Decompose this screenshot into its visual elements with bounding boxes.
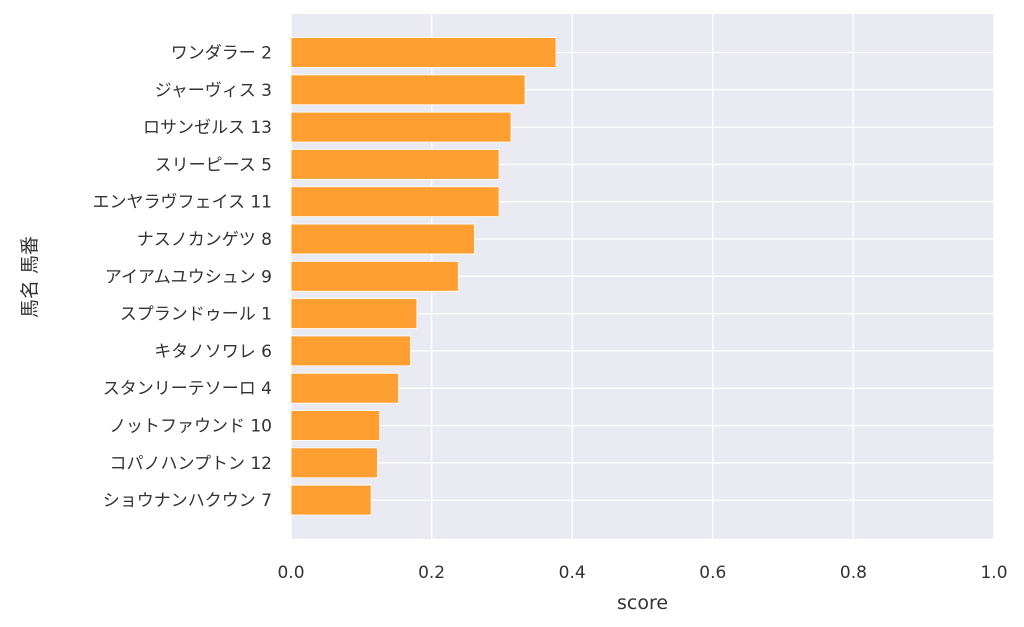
bar xyxy=(290,335,411,367)
y-tick-label: スリーピース 5 xyxy=(155,155,272,175)
y-axis-title: 馬名 馬番 xyxy=(19,236,41,318)
bar xyxy=(290,186,500,218)
x-tick-label: 0.2 xyxy=(418,563,445,583)
y-tick-label: スタンリーテソーロ 4 xyxy=(103,379,272,399)
y-tick-label: ナスノカンゲツ 8 xyxy=(137,230,272,250)
y-tick-label: スプランドゥール 1 xyxy=(120,305,272,325)
bar xyxy=(290,484,372,516)
bar xyxy=(290,447,378,479)
y-tick-label: コパノハンプトン 12 xyxy=(109,454,272,474)
y-tick-label: ジャーヴィス 3 xyxy=(155,81,272,101)
bar xyxy=(290,260,459,292)
bar xyxy=(290,37,557,68)
x-tick-label: 0.6 xyxy=(699,563,726,583)
bar xyxy=(290,74,526,106)
y-tick-label: キタノソワレ 6 xyxy=(154,342,272,362)
bars xyxy=(290,37,557,516)
x-tick-labels: 0.0 0.2 0.4 0.6 0.8 1.0 xyxy=(277,563,1007,583)
y-tick-label: ワンダラー 2 xyxy=(171,44,272,64)
y-tick-label: アイアムユウシュン 9 xyxy=(105,267,272,287)
x-tick-label: 0.4 xyxy=(559,563,586,583)
x-tick-label: 0.0 xyxy=(277,563,304,583)
bar xyxy=(290,372,399,404)
y-tick-label: エンヤラヴフェイス 11 xyxy=(92,193,272,213)
y-tick-label: ロサンゼルス 13 xyxy=(143,118,272,138)
bar xyxy=(290,410,380,441)
y-tick-label: ショウナンハクウン 7 xyxy=(103,491,272,511)
bar xyxy=(290,298,418,329)
bar xyxy=(290,223,475,255)
bar xyxy=(290,149,500,180)
x-axis-title: score xyxy=(617,592,668,614)
y-tick-label: ノットファウンド 10 xyxy=(109,417,272,437)
bar xyxy=(290,111,512,143)
x-tick-label: 0.8 xyxy=(840,563,867,583)
x-tick-label: 1.0 xyxy=(980,563,1007,583)
y-tick-labels: ワンダラー 2 ジャーヴィス 3 ロサンゼルス 13 スリーピース 5 エンヤラヴフェイ… xyxy=(92,44,272,512)
